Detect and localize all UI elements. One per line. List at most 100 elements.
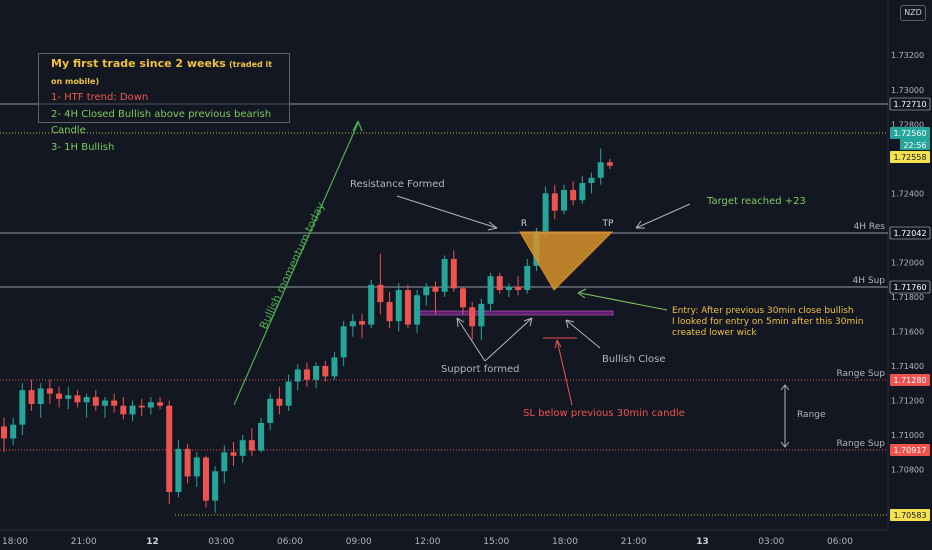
candle[interactable]	[386, 291, 393, 329]
candle[interactable]	[267, 393, 274, 430]
candle[interactable]	[120, 397, 127, 420]
candle[interactable]	[37, 383, 44, 418]
candle[interactable]	[460, 286, 466, 315]
candle[interactable]	[404, 284, 411, 329]
candle[interactable]	[331, 352, 338, 380]
candle[interactable]	[221, 445, 228, 484]
candle[interactable]	[56, 386, 63, 408]
candle[interactable]	[193, 452, 200, 487]
support-zone[interactable]	[417, 310, 614, 316]
candle-body	[56, 393, 63, 399]
candle[interactable]	[212, 466, 219, 513]
y-tick-label: 1.72000	[891, 258, 924, 267]
candle[interactable]	[322, 360, 329, 382]
candle[interactable]	[340, 321, 347, 366]
candle[interactable]	[441, 255, 448, 297]
candle[interactable]	[202, 455, 209, 508]
candle[interactable]	[230, 441, 237, 467]
price-tag-8-text: 1.70583	[893, 511, 926, 520]
candle[interactable]	[258, 417, 265, 453]
candle[interactable]	[92, 390, 99, 411]
candle[interactable]	[359, 314, 366, 339]
currency-badge[interactable]: NZD	[900, 5, 926, 21]
support-arrowhead-left	[456, 317, 465, 328]
candle[interactable]	[10, 417, 17, 446]
candle[interactable]	[414, 290, 421, 334]
x-tick-label: 12	[146, 537, 159, 547]
candle[interactable]	[606, 158, 613, 170]
candle[interactable]	[83, 393, 90, 418]
candle-body	[230, 452, 237, 456]
candle[interactable]	[101, 397, 108, 418]
price-tag-2: 1.72560	[890, 127, 930, 139]
candle[interactable]	[111, 393, 118, 413]
candle[interactable]	[303, 362, 310, 387]
candle[interactable]	[395, 283, 402, 332]
candle[interactable]	[432, 281, 439, 315]
candle[interactable]	[46, 379, 53, 404]
candle[interactable]	[524, 258, 531, 294]
candle[interactable]	[570, 181, 577, 206]
candle-body	[74, 395, 81, 403]
candle[interactable]	[166, 400, 173, 505]
candle[interactable]	[487, 272, 494, 311]
entry-note-line2: I looked for entry on 5min after this 30…	[672, 317, 863, 327]
candle[interactable]	[597, 148, 604, 185]
candle[interactable]	[450, 250, 457, 292]
candle[interactable]	[496, 272, 503, 294]
candle[interactable]	[423, 283, 430, 306]
candle[interactable]	[74, 390, 81, 408]
candle[interactable]	[19, 383, 26, 436]
notes-title-row: My first trade since 2 weeks (traded it …	[51, 56, 277, 90]
candle[interactable]	[515, 276, 522, 296]
candle[interactable]	[368, 279, 375, 329]
candle[interactable]	[129, 400, 136, 422]
price-tag-3-text: 1.72558	[893, 153, 926, 162]
candle[interactable]	[184, 443, 191, 484]
candle[interactable]	[542, 186, 549, 239]
candle-body	[560, 189, 567, 211]
candle[interactable]	[28, 379, 35, 411]
candle[interactable]	[239, 435, 246, 463]
candle[interactable]	[469, 302, 476, 341]
candle[interactable]	[560, 184, 567, 215]
candle-body	[340, 326, 347, 358]
candle-body	[28, 390, 35, 404]
candle[interactable]	[276, 386, 283, 415]
candle[interactable]	[294, 364, 301, 391]
candle-body	[120, 405, 127, 415]
candle-body	[313, 365, 320, 380]
target-arrowhead	[635, 220, 645, 229]
candle[interactable]	[248, 428, 255, 456]
candle[interactable]	[138, 398, 145, 417]
candle[interactable]	[478, 298, 485, 341]
y-tick-label: 1.73000	[891, 86, 924, 95]
candle[interactable]	[157, 397, 164, 410]
triangle-pattern[interactable]	[519, 231, 614, 291]
notes-title: My first trade since 2 weeks	[51, 57, 226, 70]
candle[interactable]	[147, 397, 154, 415]
candle-body	[175, 448, 182, 493]
candle-body	[303, 369, 310, 380]
candle[interactable]	[313, 362, 320, 389]
candle[interactable]	[551, 184, 558, 220]
price-tag-6-text: 1.71280	[893, 376, 926, 385]
candle[interactable]	[1, 417, 7, 453]
price-axis[interactable]	[888, 0, 932, 550]
candle[interactable]	[65, 386, 72, 410]
candle[interactable]	[588, 172, 595, 194]
candle-body	[65, 395, 72, 399]
candle[interactable]	[349, 314, 356, 337]
candle[interactable]	[377, 253, 384, 315]
x-tick-label: 06:00	[277, 537, 303, 547]
candle[interactable]	[175, 440, 182, 498]
candle-body	[570, 189, 577, 201]
candle[interactable]	[285, 374, 292, 411]
momentum-arrow[interactable]	[233, 122, 359, 406]
candle[interactable]	[505, 283, 512, 297]
candle[interactable]	[579, 176, 586, 204]
bullish-close-arrowhead	[565, 319, 575, 329]
candle-body	[386, 302, 393, 322]
candle-body	[92, 397, 99, 406]
